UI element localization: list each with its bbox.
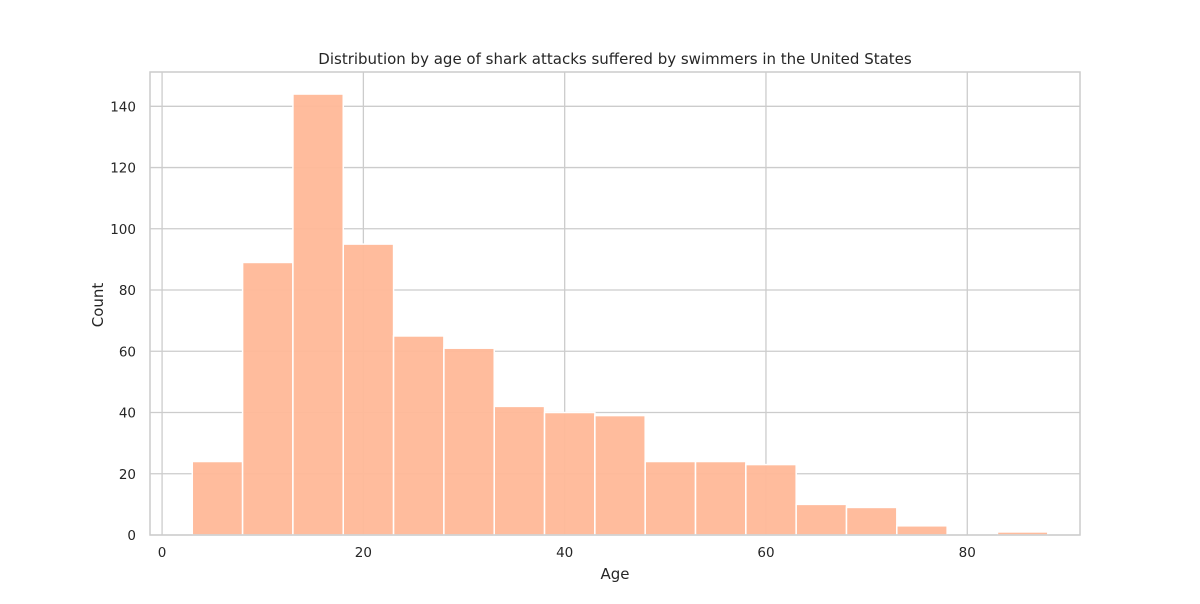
y-tick-label: 120 [110,161,136,177]
histogram-bar [241,261,294,536]
bars-layer [191,93,1049,536]
histogram-bar [543,411,596,536]
histogram-bar [342,243,395,536]
histogram-bar [392,335,445,536]
x-tick-label: 0 [158,545,167,561]
histogram-bar [191,460,244,536]
y-tick-label: 60 [119,344,136,360]
y-tick-label: 20 [119,467,136,483]
y-tick-label: 140 [110,99,136,115]
histogram-bar [644,460,697,536]
histogram-bar [845,506,898,536]
histogram-bar [795,503,848,536]
y-tick-label: 80 [119,283,136,299]
y-tick-label: 0 [127,528,136,544]
x-axis-label: Age [600,565,629,583]
chart-title: Distribution by age of shark attacks suf… [318,50,912,68]
x-tick-label: 20 [355,545,372,561]
y-tick-label: 100 [110,222,136,238]
histogram-bar [745,463,797,536]
histogram-bar [493,405,546,536]
y-tick-label: 40 [119,406,136,422]
histogram-bar [443,347,495,536]
histogram-bar [694,460,747,536]
histogram-bar [292,93,344,536]
histogram-bar [896,525,948,536]
y-axis-label: Count [89,283,107,328]
spines-layer [149,71,1081,536]
histogram-bar [594,414,646,536]
ticks-layer: 0 20 40 60 80 0 20 40 60 80 100 120 140 [110,99,976,561]
x-tick-label: 60 [757,545,774,561]
x-tick-label: 80 [959,545,976,561]
x-tick-label: 40 [556,545,573,561]
plot-frame [149,71,1081,536]
